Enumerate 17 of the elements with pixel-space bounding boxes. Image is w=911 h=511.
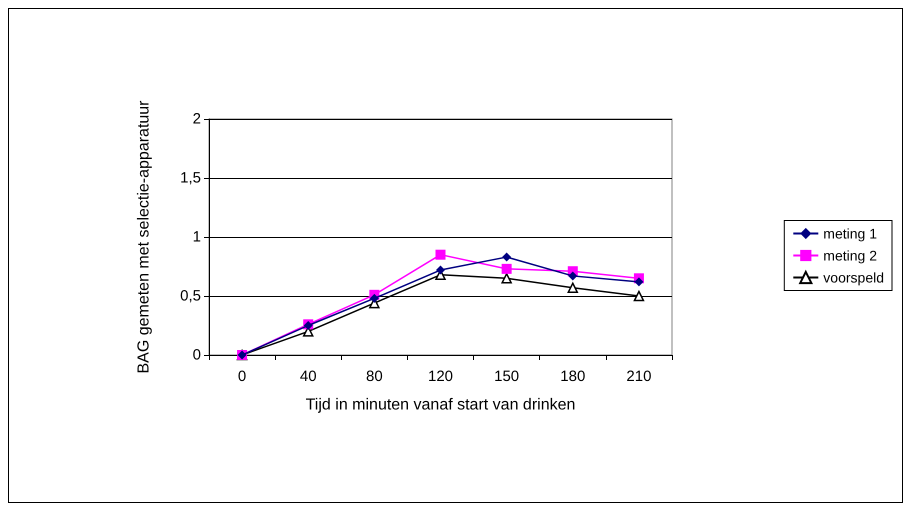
y-tick-label: 1,5 (180, 170, 201, 186)
x-tick-label: 120 (428, 368, 454, 385)
x-tick-label: 40 (300, 368, 317, 385)
legend-label: voorspeld (823, 270, 884, 286)
legend-label: meting 1 (823, 226, 878, 242)
x-axis-title: Tijd in minuten vanaf start van drinken (306, 396, 576, 414)
y-tick-label: 0,5 (180, 288, 201, 304)
x-tick-label: 0 (238, 368, 246, 385)
x-tick-label: 180 (560, 368, 586, 385)
x-tick-label: 150 (494, 368, 520, 385)
y-tick-label: 1 (192, 228, 201, 246)
x-tick-label: 210 (626, 368, 652, 385)
legend-label: meting 2 (823, 248, 878, 264)
x-tick-label: 80 (366, 368, 383, 385)
y-tick-label: 2 (192, 110, 201, 128)
y-axis-title: BAG gemeten met selectie-apparatuur (136, 100, 152, 374)
y-tick-label: 0 (192, 346, 201, 364)
